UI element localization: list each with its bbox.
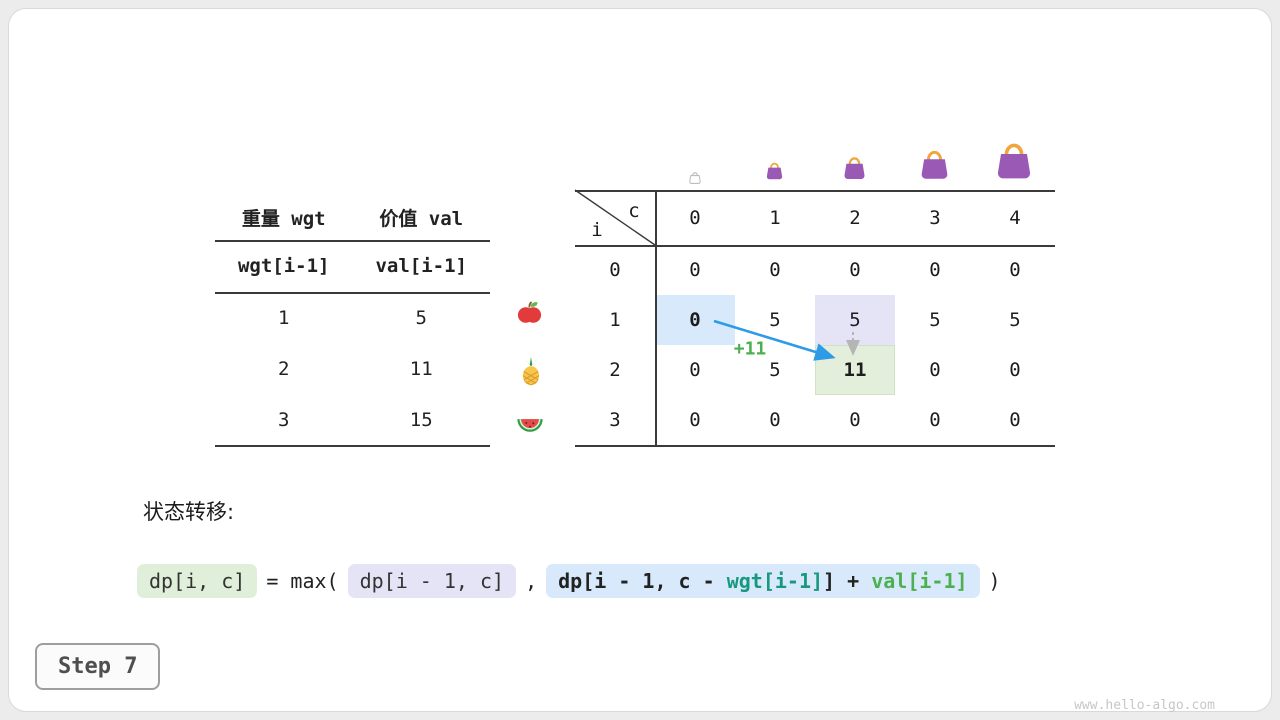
formula-arg2-box: dp[i - 1, c - wgt[i-1]] + val[i-1] [546, 564, 980, 598]
formula-eq-max: = max( [266, 569, 339, 593]
watermark: www.hello-algo.com [1074, 698, 1215, 713]
watermelon-icon [515, 406, 545, 436]
dp-col-header-0: 0 [689, 206, 701, 229]
dp-table-line-top [575, 190, 1055, 192]
dp-cell-2-0: 0 [689, 359, 701, 381]
dp-col-header-4: 4 [1009, 206, 1021, 229]
dp-cell-3-3: 0 [929, 409, 941, 431]
dp-cell-0-4: 0 [1009, 259, 1021, 281]
dp-table-line-bottom [575, 445, 1055, 447]
dp-cell-1-4: 5 [1009, 309, 1021, 331]
items-table: 重量 wgt 价值 val wgt[i-1] val[i-1] 1 5 2 11… [215, 195, 490, 445]
items-formula-value: val[i-1] [375, 255, 467, 277]
dp-cells: 0 0 0 0 0 0 5 5 5 5 0 5 11 0 0 0 0 0 0 0 [655, 245, 1055, 445]
formula-arg2-mid: ] + [823, 569, 872, 593]
item-row-2-weight: 3 [278, 408, 290, 431]
dp-cell-2-4: 0 [1009, 359, 1021, 381]
dp-col-header-2: 2 [849, 206, 861, 229]
dp-row-header-2: 2 [609, 359, 621, 381]
formula-arg2-val: val[i-1] [871, 569, 968, 593]
bag-icon-large [917, 148, 952, 180]
dp-cell-1-2-source-lavender: 5 [815, 295, 895, 345]
item-row-1-value: 11 [409, 357, 433, 380]
apple-icon [516, 299, 543, 326]
items-table-line-bottom [215, 445, 490, 447]
dp-cell-3-0: 0 [689, 409, 701, 431]
dp-col-header-3: 3 [929, 206, 941, 229]
bag-icon-medium [841, 155, 868, 180]
bag-outline-icon [688, 169, 702, 184]
items-table-line-top [215, 240, 490, 242]
dp-cell-0-1: 0 [769, 259, 781, 281]
dp-table-line-vertical [655, 190, 657, 445]
formula-close: ) [988, 569, 1001, 593]
step-badge: Step 7 [35, 643, 161, 690]
items-col-header-weight: 重量 wgt [241, 208, 326, 230]
item-row-1-weight: 2 [278, 357, 290, 380]
dp-row-header-3: 3 [609, 409, 621, 431]
dp-row-header-0: 0 [609, 259, 621, 281]
dp-table-line-header [575, 245, 1055, 247]
dp-row-headers: 0 1 2 3 [575, 245, 655, 445]
dp-cell-2-3: 0 [929, 359, 941, 381]
dp-cell-0-3: 0 [929, 259, 941, 281]
pineapple-icon [516, 356, 546, 386]
dp-cell-2-1: 5 [769, 359, 781, 381]
formula-arg2-wgt: wgt[i-1] [726, 569, 824, 593]
transfer-annotation: +11 [733, 338, 767, 360]
dp-cell-3-4: 0 [1009, 409, 1021, 431]
items-col-header-value: 价值 val [379, 208, 464, 230]
formula-comma: , [525, 569, 538, 593]
formula-label: 状态转移: [143, 500, 235, 524]
item-row-0-weight: 1 [278, 306, 290, 329]
bag-icon-small [764, 161, 785, 180]
dp-cell-0-0: 0 [689, 259, 701, 281]
dp-col-headers: 0 1 2 3 4 [655, 190, 1055, 245]
items-formula-weight: wgt[i-1] [237, 255, 330, 277]
item-row-2-value: 15 [409, 408, 433, 431]
corner-label-c: c [628, 200, 640, 222]
bag-icon-xlarge [992, 140, 1036, 180]
dp-cell-1-3: 5 [929, 309, 941, 331]
corner-label-i: i [591, 219, 603, 241]
dp-cell-0-2: 0 [849, 259, 861, 281]
dp-cell-2-2-target-green: 11 [815, 345, 895, 395]
formula-lhs-box: dp[i, c] [137, 564, 258, 598]
dp-cell-3-2: 0 [849, 409, 861, 431]
dp-col-header-1: 1 [769, 206, 781, 229]
dp-cell-3-1: 0 [769, 409, 781, 431]
items-table-line-mid [215, 292, 490, 294]
dp-cell-1-0-source-blue: 0 [655, 295, 735, 345]
formula-arg2-prefix: dp[i - 1, c - [558, 569, 727, 593]
dp-row-header-1: 1 [609, 309, 621, 331]
item-row-0-value: 5 [415, 306, 427, 329]
state-transition-formula: dp[i, c] = max( dp[i - 1, c] , dp[i - 1,… [137, 564, 1001, 598]
dp-cell-1-1: 5 [769, 309, 781, 331]
formula-arg1-box: dp[i - 1, c] [347, 564, 517, 598]
